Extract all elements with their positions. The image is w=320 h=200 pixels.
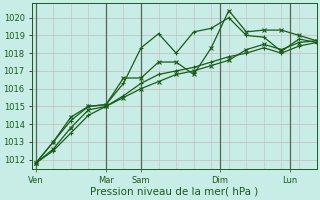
X-axis label: Pression niveau de la mer( hPa ): Pression niveau de la mer( hPa )	[90, 187, 259, 197]
